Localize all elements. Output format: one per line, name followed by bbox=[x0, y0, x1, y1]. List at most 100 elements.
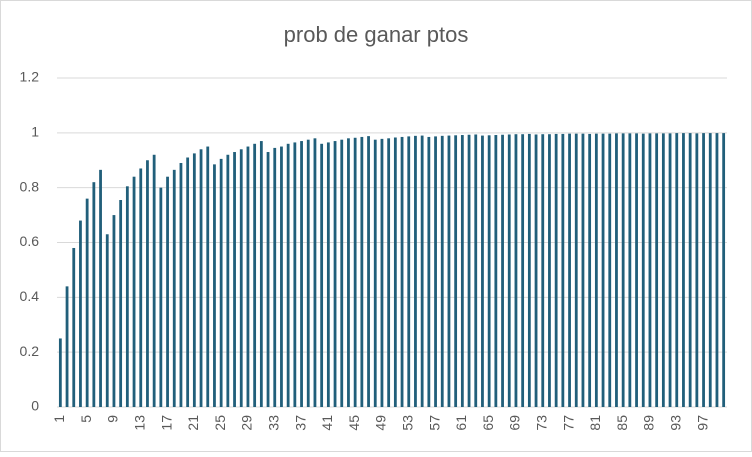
bar bbox=[474, 134, 478, 407]
bar bbox=[440, 135, 444, 407]
x-tick-label: 45 bbox=[346, 415, 362, 431]
bar bbox=[105, 234, 109, 407]
y-tick-label: 1.2 bbox=[20, 69, 40, 85]
bar bbox=[192, 153, 196, 407]
bar bbox=[447, 135, 451, 407]
bar bbox=[682, 133, 685, 408]
x-tick-label: 85 bbox=[614, 415, 630, 431]
x-tick-label: 89 bbox=[641, 415, 657, 431]
bar bbox=[333, 141, 337, 407]
bar bbox=[280, 146, 283, 407]
bar bbox=[199, 149, 203, 408]
x-tick-label: 5 bbox=[78, 415, 94, 423]
bar bbox=[628, 133, 632, 408]
bar bbox=[139, 168, 143, 407]
bar bbox=[641, 133, 645, 408]
x-tick-label: 65 bbox=[480, 415, 496, 431]
bar bbox=[648, 133, 652, 408]
bar bbox=[427, 136, 431, 407]
bar bbox=[166, 176, 169, 407]
bar bbox=[213, 164, 216, 407]
bar bbox=[507, 134, 511, 407]
chart-title: prob de ganar ptos bbox=[284, 22, 469, 47]
y-tick-label: 0.2 bbox=[20, 343, 40, 359]
bar bbox=[708, 133, 712, 408]
x-tick-label: 13 bbox=[131, 415, 147, 431]
bar bbox=[675, 133, 679, 408]
bar bbox=[434, 136, 437, 407]
x-tick-label: 81 bbox=[587, 415, 603, 431]
bar bbox=[594, 133, 598, 408]
bar bbox=[534, 134, 538, 407]
bar bbox=[125, 186, 129, 407]
bar bbox=[273, 147, 277, 407]
bar bbox=[159, 187, 163, 407]
bar bbox=[568, 133, 571, 408]
bar bbox=[655, 133, 659, 408]
bar bbox=[521, 134, 525, 407]
x-tick-label: 29 bbox=[239, 415, 255, 431]
x-tick-label: 1 bbox=[51, 415, 67, 423]
x-tick-label: 73 bbox=[533, 415, 549, 431]
bar bbox=[246, 146, 250, 407]
bar bbox=[635, 133, 638, 408]
bar bbox=[615, 133, 618, 408]
bar bbox=[608, 133, 612, 408]
bar bbox=[65, 286, 69, 407]
bar bbox=[420, 135, 424, 407]
bar bbox=[253, 143, 257, 408]
bar bbox=[233, 152, 236, 407]
bar bbox=[588, 133, 592, 407]
x-tick-label: 37 bbox=[292, 415, 308, 431]
bar bbox=[487, 135, 491, 407]
x-tick-label: 53 bbox=[399, 415, 415, 431]
bar bbox=[266, 152, 270, 407]
bar bbox=[387, 138, 391, 408]
bar bbox=[219, 158, 223, 407]
x-tick-label: 61 bbox=[453, 415, 469, 431]
bar bbox=[400, 136, 404, 407]
x-tick-label: 49 bbox=[373, 415, 389, 431]
bar bbox=[186, 157, 190, 407]
bar bbox=[119, 200, 123, 407]
x-tick-label: 41 bbox=[319, 415, 335, 431]
bar bbox=[454, 135, 458, 407]
bar bbox=[85, 198, 89, 407]
bar bbox=[306, 139, 310, 407]
bar bbox=[92, 182, 96, 407]
bar bbox=[541, 134, 545, 407]
bar bbox=[407, 136, 411, 407]
x-tick-label: 77 bbox=[560, 415, 576, 431]
bar bbox=[320, 143, 324, 408]
y-tick-label: 0 bbox=[31, 398, 39, 414]
bar bbox=[367, 136, 370, 407]
bar bbox=[414, 135, 417, 407]
bar bbox=[668, 133, 672, 408]
bar bbox=[99, 169, 102, 407]
x-tick-label: 33 bbox=[265, 415, 281, 431]
x-tick-label: 9 bbox=[105, 415, 121, 423]
bar bbox=[380, 138, 384, 408]
x-tick-label: 69 bbox=[507, 415, 523, 431]
bar bbox=[554, 133, 558, 407]
bar bbox=[132, 176, 136, 407]
bar bbox=[688, 133, 692, 408]
bar bbox=[695, 133, 699, 408]
bar bbox=[313, 138, 317, 408]
bar bbox=[293, 142, 297, 407]
bar bbox=[548, 134, 551, 407]
x-tick-label: 17 bbox=[158, 415, 174, 431]
bar bbox=[146, 160, 149, 407]
bar bbox=[179, 162, 183, 407]
bar bbox=[300, 141, 303, 407]
bar bbox=[621, 133, 625, 408]
x-tick-label: 21 bbox=[185, 415, 201, 431]
bar bbox=[481, 135, 484, 407]
bar bbox=[172, 169, 176, 407]
bar bbox=[494, 135, 498, 407]
bar bbox=[340, 139, 344, 407]
bar bbox=[226, 154, 230, 407]
bar bbox=[514, 134, 518, 407]
y-tick-label: 1 bbox=[31, 124, 39, 140]
